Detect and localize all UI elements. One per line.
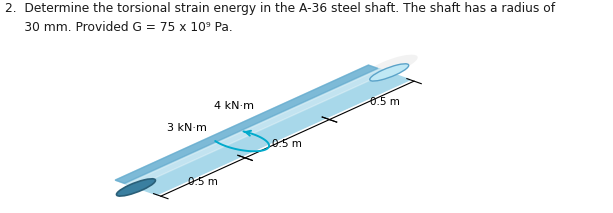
Text: 0.5 m: 0.5 m <box>370 98 400 108</box>
Text: 3 kN·m: 3 kN·m <box>167 122 207 132</box>
Polygon shape <box>127 69 388 187</box>
Text: 4 kN·m: 4 kN·m <box>215 101 254 111</box>
Text: 0.5 m: 0.5 m <box>188 177 218 187</box>
Text: 0.5 m: 0.5 m <box>272 139 302 149</box>
Ellipse shape <box>370 64 409 81</box>
Ellipse shape <box>116 179 156 196</box>
Polygon shape <box>115 65 378 183</box>
Polygon shape <box>115 65 410 195</box>
Text: 2.  Determine the torsional strain energy in the A-36 steel shaft. The shaft has: 2. Determine the torsional strain energy… <box>6 2 555 34</box>
Ellipse shape <box>366 55 417 77</box>
